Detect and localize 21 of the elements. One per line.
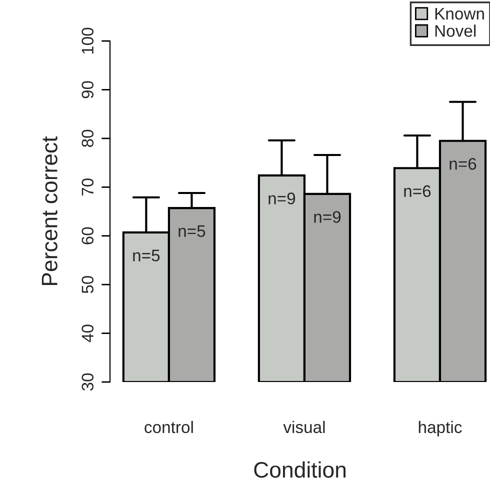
y-tick-label: 90	[82, 81, 94, 98]
x-axis-title: Condition	[254, 461, 346, 478]
annotation: n=5	[133, 250, 160, 262]
x-tick-label: control	[144, 420, 193, 434]
y-tick-label: 30	[82, 373, 94, 391]
annotation: n=6	[404, 185, 431, 198]
legend-label: Novel	[435, 24, 476, 37]
y-tick-label: 40	[82, 324, 94, 342]
y-tick-label: 60	[82, 227, 94, 244]
y-axis-title: Percent correct	[42, 136, 58, 286]
y-tick-label: 80	[82, 130, 94, 147]
legend-label: Known	[435, 8, 484, 20]
y-tick-label: 50	[82, 276, 94, 294]
y-tick-label: 70	[82, 178, 94, 196]
annotation: n=9	[268, 192, 296, 204]
annotation: n=6	[450, 158, 476, 170]
y-tick-label: 100	[82, 28, 94, 54]
x-tick-label: visual	[283, 420, 325, 434]
annotation: n=9	[314, 211, 341, 223]
annotation: n=5	[178, 225, 206, 237]
x-tick-label: haptic	[418, 420, 462, 436]
